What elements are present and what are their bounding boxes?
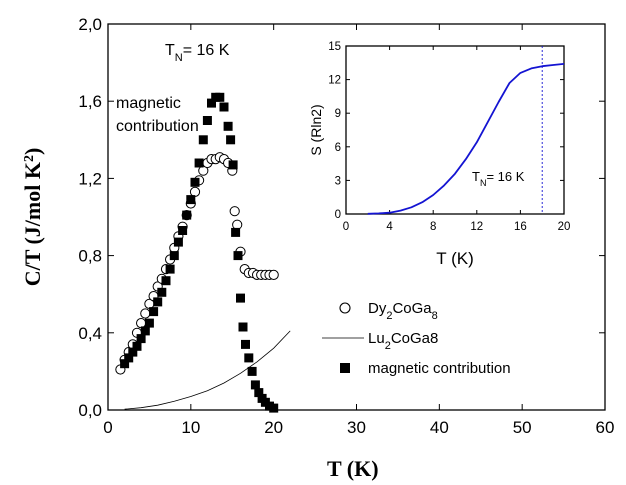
inset-entropy-curve xyxy=(367,63,565,215)
dy2coga8-point xyxy=(268,269,279,280)
x-axis-label: T (K) xyxy=(327,456,379,481)
magnetic-contribution-point xyxy=(215,92,225,102)
legend: Dy2CoGa8 Lu2CoGa8 magnetic contribution xyxy=(322,300,511,377)
lu2coga8-line xyxy=(124,330,291,410)
dy2coga8-point xyxy=(136,318,147,329)
inset-tn-annotation: TN= 16 K xyxy=(472,169,525,188)
inset-x-tick-label: 8 xyxy=(430,221,436,233)
magnetic-contribution-point xyxy=(202,116,212,125)
y-tick-label: 0,4 xyxy=(78,324,102,343)
magnetic-contribution-point xyxy=(190,177,200,187)
inset-x-tick-label: 0 xyxy=(343,221,349,233)
dy2coga8-point xyxy=(140,308,151,319)
magnetic-annotation-line2: contribution xyxy=(116,118,199,135)
x-tick-label: 0 xyxy=(103,418,112,437)
legend-marker-magnetic-contribution xyxy=(340,363,350,373)
magnetic-contribution-point xyxy=(219,102,229,112)
x-tick-label: 20 xyxy=(264,418,283,437)
y-tick-label: 1,2 xyxy=(78,169,102,188)
y-axis-label: C/T (J/mol K2) xyxy=(20,148,45,287)
magnetic-contribution-point xyxy=(128,347,138,357)
magnetic-contribution-point xyxy=(182,210,192,220)
magnetic-contribution-point xyxy=(144,318,154,328)
legend-label-lu2coga8: Lu2CoGa8 xyxy=(368,330,438,352)
magnetic-contribution-point xyxy=(228,160,238,170)
series-lu2coga8 xyxy=(124,330,291,410)
inset-x-tick-label: 20 xyxy=(558,221,571,233)
y-tick-label: 2,0 xyxy=(78,15,102,34)
inset-x-axis-label: T (K) xyxy=(436,249,473,268)
x-tick-label: 60 xyxy=(596,418,615,437)
inset-y-axis-label: S (Rln2) xyxy=(308,104,324,155)
magnetic-contribution-point xyxy=(169,251,179,261)
magnetic-contribution-point xyxy=(226,135,236,145)
magnetic-contribution-point xyxy=(165,264,175,274)
magnetic-contribution-point xyxy=(173,237,183,247)
inset-x-tick-label: 16 xyxy=(514,221,527,233)
x-tick-label: 10 xyxy=(181,418,200,437)
x-tick-label: 40 xyxy=(430,418,449,437)
magnetic-contribution-point xyxy=(136,334,146,344)
magnetic-contribution-point xyxy=(194,158,204,168)
legend-label-magnetic-contribution: magnetic contribution xyxy=(368,360,511,377)
magnetic-contribution-point xyxy=(269,403,279,413)
magnetic-contribution-point xyxy=(198,135,208,145)
main-axis-ticks: 0 10 20 30 40 50 600,00,40,81,21,62,0 xyxy=(78,15,614,437)
y-tick-label: 0,8 xyxy=(78,247,102,266)
inset-y-tick-label: 15 xyxy=(328,41,341,53)
magnetic-contribution-point xyxy=(120,359,130,369)
inset-x-tick-label: 4 xyxy=(386,221,393,233)
y-tick-label: 0,0 xyxy=(78,401,102,420)
main-chart: 0 10 20 30 40 50 600,00,40,81,21,62,0 T (K) C/… xyxy=(20,15,614,481)
magnetic-contribution-point xyxy=(231,227,241,237)
magnetic-contribution-point xyxy=(140,326,150,336)
inset-x-tick-label: 12 xyxy=(470,221,483,233)
y-tick-label: 1,6 xyxy=(78,92,102,111)
inset-panel-background xyxy=(310,32,588,275)
inset-y-tick-label: 6 xyxy=(335,142,341,154)
magnetic-contribution-point xyxy=(149,307,159,317)
inset-y-tick-label: 0 xyxy=(335,209,341,221)
magnetic-contribution-point xyxy=(233,251,243,261)
magnetic-contribution-point xyxy=(124,353,134,363)
inset-y-tick-label: 3 xyxy=(335,175,341,187)
magnetic-contribution-point xyxy=(238,322,248,332)
legend-marker-dy2coga8 xyxy=(339,302,351,314)
magnetic-contribution-point xyxy=(241,339,250,349)
magnetic-contribution-point xyxy=(223,121,233,131)
magnetic-contribution-point xyxy=(236,293,245,303)
series-magnetic-contribution xyxy=(120,92,279,413)
magnetic-contribution-point xyxy=(178,226,188,235)
magnetic-contribution-point xyxy=(244,353,254,363)
magnetic-contribution-point xyxy=(161,276,171,286)
inset-axis-ticks: 0 4 8 12 16 20 0 3 6 9 12 15 xyxy=(328,41,570,233)
magnetic-contribution-point xyxy=(153,297,163,307)
tn-annotation: TN= 16 K xyxy=(165,42,230,64)
magnetic-annotation-line1: magnetic xyxy=(116,95,181,112)
x-tick-label: 50 xyxy=(513,418,532,437)
magnetic-contribution-point xyxy=(254,388,264,398)
dy2coga8-point xyxy=(229,206,240,217)
inset-plot-frame xyxy=(345,45,565,215)
magnetic-contribution-point xyxy=(207,98,216,108)
legend-label-dy2coga8: Dy2CoGa8 xyxy=(368,300,438,322)
magnetic-contribution-point xyxy=(247,366,257,376)
x-tick-label: 30 xyxy=(347,418,366,437)
magnetic-contribution-point xyxy=(157,287,167,297)
magnetic-contribution-point xyxy=(250,380,260,390)
inset-y-tick-label: 9 xyxy=(335,108,341,120)
inset-series-entropy xyxy=(367,63,565,215)
inset-y-tick-label: 12 xyxy=(328,75,341,87)
magnetic-contribution-point xyxy=(132,341,142,351)
inset-chart: 0 4 8 12 16 20 0 3 6 9 12 15 TN= 16 K T (K) S (Rln2… xyxy=(308,32,588,275)
magnetic-contribution-point xyxy=(186,195,196,205)
